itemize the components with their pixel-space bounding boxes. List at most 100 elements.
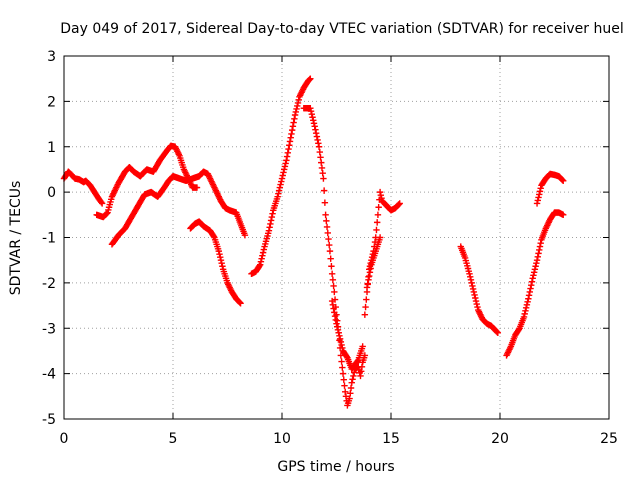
data-point xyxy=(281,163,289,170)
data-point xyxy=(275,190,282,197)
data-point xyxy=(525,295,532,302)
data-point xyxy=(376,188,384,196)
y-tick-label: -2 xyxy=(42,276,56,292)
data-point xyxy=(279,172,286,179)
data-point xyxy=(257,258,265,265)
data-point xyxy=(533,200,541,207)
y-tick-label: -4 xyxy=(42,367,56,383)
data-point xyxy=(530,272,537,279)
data-point xyxy=(287,134,294,141)
data-point xyxy=(334,323,341,330)
y-tick-label: 2 xyxy=(47,94,56,110)
data-point xyxy=(329,301,337,309)
data-point xyxy=(330,305,337,312)
data-point xyxy=(320,175,327,182)
data-point xyxy=(309,114,316,121)
data-point xyxy=(216,250,223,258)
data-point xyxy=(215,247,222,255)
data-point xyxy=(331,309,338,316)
data-point xyxy=(283,153,291,160)
data-point xyxy=(331,312,339,320)
data-point xyxy=(314,136,321,144)
data-point xyxy=(292,108,300,116)
data-point xyxy=(528,278,536,285)
data-point xyxy=(378,194,385,202)
data-point xyxy=(259,252,266,259)
data-point xyxy=(288,130,295,138)
x-tick-label: 20 xyxy=(491,431,509,447)
data-point xyxy=(257,261,264,268)
data-point xyxy=(395,201,403,208)
y-tick-label: 3 xyxy=(47,49,56,65)
data-point xyxy=(323,223,331,231)
data-point xyxy=(358,368,365,375)
data-point xyxy=(98,200,106,207)
data-point xyxy=(367,265,374,272)
data-point xyxy=(325,235,332,243)
data-point xyxy=(474,303,481,311)
data-point xyxy=(285,145,292,153)
data-point xyxy=(330,282,337,290)
data-point xyxy=(328,263,335,270)
data-point xyxy=(236,299,244,306)
data-point xyxy=(317,154,324,161)
data-point xyxy=(346,395,353,402)
data-point xyxy=(312,129,320,137)
data-point xyxy=(274,193,281,200)
data-point xyxy=(241,232,249,239)
data-point xyxy=(269,210,276,217)
tick-labels: 0 5 10 15 20 25 -5 -4 -3 -2 -1 0 1 2 3 xyxy=(42,49,618,447)
data-point xyxy=(469,282,476,290)
data-point xyxy=(466,270,473,277)
data-point xyxy=(278,175,286,182)
data-point xyxy=(531,266,539,273)
data-point xyxy=(265,227,273,234)
data-point xyxy=(530,269,538,276)
x-axis-title: GPS time / hours xyxy=(277,459,394,475)
y-tick-label: -3 xyxy=(42,321,56,337)
data-point xyxy=(217,253,224,261)
data-point xyxy=(521,310,528,318)
data-point xyxy=(306,76,313,83)
data-point xyxy=(266,224,273,231)
data-point xyxy=(284,149,292,156)
data-point xyxy=(342,393,350,400)
data-point xyxy=(339,370,347,377)
data-point xyxy=(294,99,302,107)
data-point xyxy=(333,320,340,327)
data-point xyxy=(377,191,385,199)
data-point xyxy=(319,170,326,177)
data-point xyxy=(494,329,502,336)
data-point xyxy=(267,220,274,228)
x-tick-label: 25 xyxy=(600,431,618,447)
data-point xyxy=(338,358,345,365)
data-point xyxy=(471,291,478,299)
data-point xyxy=(339,344,346,352)
data-point xyxy=(534,253,541,260)
data-point xyxy=(217,256,225,264)
data-point xyxy=(396,200,403,207)
data-point xyxy=(275,187,283,194)
y-axis-title: SDTVAR / TECUs xyxy=(8,181,24,296)
data-point xyxy=(468,279,475,287)
data-point xyxy=(472,294,479,302)
data-point xyxy=(533,256,541,264)
data-point xyxy=(290,119,297,126)
data-point xyxy=(536,246,543,254)
data-point xyxy=(363,284,371,291)
data-point xyxy=(560,177,567,184)
data-point xyxy=(537,239,544,247)
data-point xyxy=(467,276,475,284)
data-point xyxy=(103,210,111,217)
data-point xyxy=(326,247,334,255)
data-point xyxy=(307,75,314,82)
data-point xyxy=(354,357,361,365)
grid xyxy=(64,56,609,419)
data-point xyxy=(286,142,293,149)
data-point xyxy=(277,181,284,188)
data-point xyxy=(316,148,323,156)
data-point xyxy=(286,138,294,145)
data-point xyxy=(356,369,363,377)
data-point xyxy=(527,285,534,292)
data-point xyxy=(522,307,529,315)
